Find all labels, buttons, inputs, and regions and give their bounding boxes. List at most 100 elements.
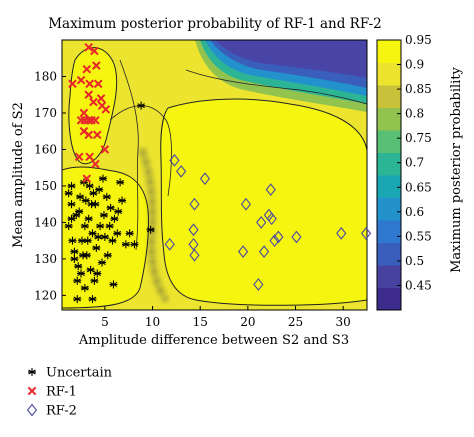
contour-line-3	[185, 69, 367, 105]
data-point-uncertain	[73, 276, 82, 285]
colorbar-tick-label: 0.5	[405, 254, 424, 268]
colorbar-tick-label: 0.6	[405, 205, 424, 219]
data-point-uncertain	[130, 240, 139, 249]
x-tick-label: 5	[101, 315, 109, 329]
data-point-uncertain	[89, 189, 98, 198]
plot-frame	[61, 39, 368, 311]
data-point-uncertain	[88, 295, 97, 304]
y-axis: 120 130 140 150 160 170 180	[34, 69, 66, 302]
data-point-rf-1	[76, 75, 86, 85]
legend-marker	[28, 368, 36, 376]
data-point-uncertain	[76, 192, 85, 201]
data-point-rf-1	[82, 174, 92, 183]
data-point-rf-1	[84, 90, 93, 100]
series-rf-1	[68, 42, 111, 183]
data-point-rf-2	[253, 278, 264, 291]
data-point-rf-2	[266, 212, 277, 226]
y-tick-label: 150	[34, 179, 57, 193]
data-point-uncertain	[68, 236, 77, 245]
data-point-uncertain	[67, 181, 76, 190]
data-point-uncertain	[84, 214, 93, 223]
colorbar-segment	[377, 220, 401, 243]
data-point-rf-1	[93, 79, 103, 89]
data-point-rf-2	[188, 237, 199, 251]
data-point-rf-1	[84, 42, 93, 52]
colorbar-tick-label: 0.95	[405, 33, 432, 47]
data-point-rf-1	[97, 101, 107, 110]
data-point-uncertain	[73, 295, 82, 304]
data-point-uncertain	[100, 233, 109, 242]
data-point-uncertain	[91, 200, 100, 209]
colorbar-label: Maximum posterior probability	[449, 66, 464, 272]
data-point-uncertain	[116, 178, 125, 187]
data-point-rf-1	[96, 94, 106, 103]
colorbar-segment	[377, 197, 401, 221]
data-point-uncertain	[108, 236, 117, 245]
data-point-uncertain	[86, 265, 95, 274]
colorbar-segment	[377, 62, 401, 86]
x-tick-label: 20	[240, 315, 255, 329]
data-point-rf-2	[265, 183, 276, 196]
x-tick-label: 25	[288, 315, 303, 329]
data-point-uncertain	[83, 236, 92, 245]
colorbar: 0.45 0.5 0.55 0.6 0.65 0.7 0.75 0.8 0.85 0.9 0.95	[376, 33, 432, 311]
data-point-rf-2	[240, 197, 252, 211]
data-point-rf-1	[85, 79, 94, 89]
legend-marker	[27, 386, 37, 396]
data-point-rf-1	[79, 108, 89, 118]
contour-field	[62, 40, 367, 310]
data-point-rf-2	[164, 237, 175, 251]
data-point-uncertain	[125, 229, 134, 238]
contour-line-2	[109, 105, 172, 197]
contour-region-rf2	[160, 98, 367, 306]
data-point-rf-2	[188, 223, 199, 237]
y-tick-label: 130	[34, 252, 57, 266]
data-point-uncertain	[64, 222, 73, 231]
x-tick-label: 30	[336, 315, 351, 329]
colorbar-tick-label: 0.75	[405, 131, 432, 145]
contour-ridge	[140, 149, 168, 301]
data-point-uncertain	[81, 196, 90, 205]
data-points	[64, 42, 372, 304]
data-point-uncertain	[98, 258, 107, 267]
data-point-rf-2	[273, 230, 284, 244]
y-tick-label: 140	[34, 215, 57, 229]
y-tick-label: 120	[34, 288, 57, 302]
data-point-uncertain	[70, 247, 79, 256]
data-point-uncertain	[67, 214, 76, 223]
series-uncertain	[64, 101, 155, 304]
data-point-uncertain	[75, 207, 84, 216]
data-point-uncertain	[99, 211, 108, 220]
data-point-rf-1	[92, 130, 102, 140]
data-point-rf-2	[199, 172, 211, 186]
data-point-uncertain	[93, 269, 102, 278]
data-point-rf-2	[189, 248, 200, 262]
data-point-uncertain	[92, 243, 101, 252]
legend-label: RF-2	[46, 404, 77, 419]
data-point-rf-1	[85, 152, 94, 162]
colorbar-frame	[376, 39, 402, 311]
data-point-rf-2	[269, 234, 280, 248]
y-tick-label: 180	[34, 69, 57, 83]
colorbar-tick-label: 0.9	[405, 58, 424, 72]
data-point-uncertain	[70, 254, 79, 263]
data-point-uncertain	[103, 251, 112, 260]
colorbar-segment	[377, 40, 401, 63]
data-point-uncertain	[106, 203, 115, 212]
legend-item-rf-1: RF-1	[27, 385, 77, 400]
data-point-uncertain	[78, 251, 87, 260]
data-point-rf-1	[89, 97, 98, 107]
colorbar-segment	[377, 242, 401, 266]
colorbar-segment	[377, 152, 401, 176]
data-point-uncertain	[102, 192, 111, 201]
colorbar-segment	[377, 130, 401, 153]
y-axis-label: Mean amplitude of S2	[11, 102, 26, 248]
data-point-uncertain	[110, 214, 119, 223]
data-point-uncertain	[105, 222, 114, 231]
data-point-rf-2	[360, 226, 372, 240]
data-point-rf-2	[256, 216, 267, 229]
colorbar-segment	[377, 287, 401, 311]
colorbar-segment	[377, 265, 401, 288]
colorbar-tick-label: 0.65	[405, 180, 432, 194]
